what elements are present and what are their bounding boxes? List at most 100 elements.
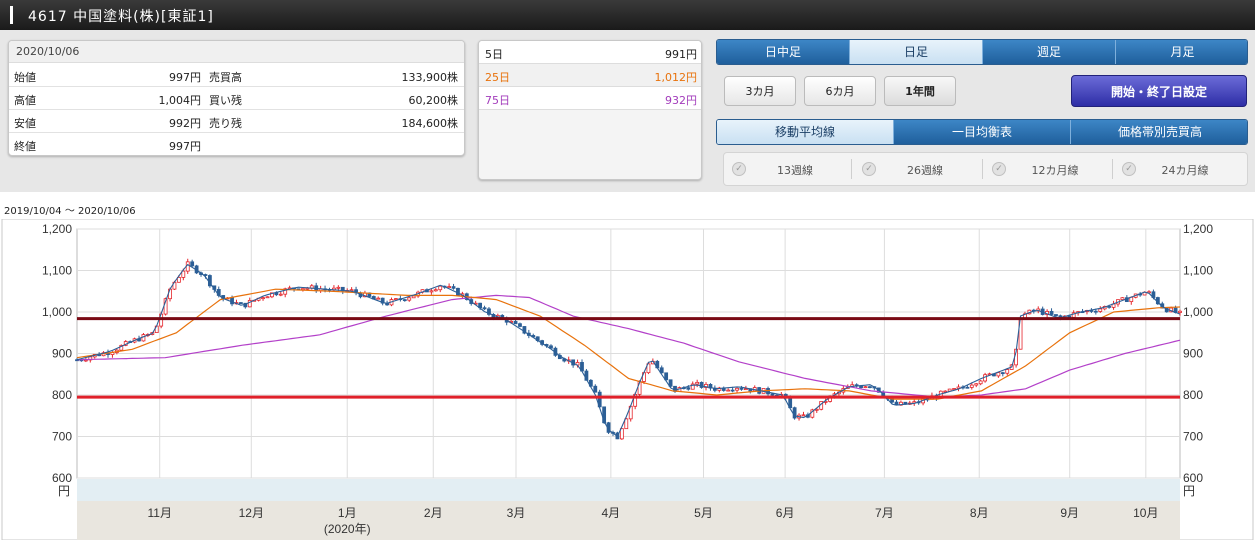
candle-body (433, 289, 438, 292)
candle-body (863, 386, 868, 389)
candle-body (487, 308, 491, 315)
period-6m-button[interactable]: 6カ月 (804, 76, 876, 106)
quote-label: 売り残 (209, 117, 242, 130)
divider (851, 159, 852, 179)
x-tick-label: 10月 (1133, 506, 1158, 520)
candle-body (730, 389, 735, 392)
x-axis-band (77, 479, 1180, 501)
y-tick-label-left: 1,100 (42, 264, 72, 278)
candle-body (602, 406, 607, 424)
y-axis-labels: 600 600 700 700 800 800 900 900 1,000 1,000 1,100 1… (42, 222, 1213, 498)
chart-grid (76, 228, 1181, 540)
candle-body (411, 295, 416, 299)
candle-body (664, 372, 669, 381)
candle-body (376, 297, 381, 300)
tab-weekly[interactable]: 週足 (983, 40, 1116, 64)
candle-body (429, 290, 434, 293)
x-tick-label: 1月 (338, 506, 357, 520)
candle-body (770, 393, 775, 396)
period-1y-button[interactable]: 1年間 (884, 76, 956, 106)
candle-body (686, 387, 691, 390)
quote-label: 売買高 (209, 71, 242, 84)
title-bar: 4617 中国塗料(株)[東証1] (0, 0, 1255, 30)
year-label: (2020年) (324, 522, 371, 536)
quote-row: 安値 992円 売り残 184,600株 (9, 110, 464, 133)
candle-body (513, 321, 518, 325)
toggle-label: 24カ月線 (1161, 164, 1209, 177)
toggle-26-week[interactable]: ✓ 26週線 (856, 153, 984, 185)
ma-row: 25日 1,012円 (479, 64, 701, 87)
quote-value: 1,004円 (158, 94, 202, 107)
y-tick-label-left: 600 (52, 471, 72, 485)
toggle-12-month[interactable]: ✓ 12カ月線 (986, 153, 1114, 185)
candle-body (1093, 310, 1098, 313)
period-3m-button[interactable]: 3カ月 (724, 76, 796, 106)
candle-body (402, 299, 407, 302)
ma-value: 1,012円 (654, 71, 698, 84)
ma-value: 991円 (665, 48, 697, 61)
candle-body (190, 261, 195, 267)
candle-body (1178, 310, 1182, 313)
ma-label: 5日 (485, 48, 503, 61)
candle-body (1000, 372, 1005, 375)
candle-body (943, 390, 948, 393)
x-tick-label: 2月 (424, 506, 443, 520)
candle-body (270, 292, 274, 298)
candle-body (451, 286, 456, 289)
tab-intraday[interactable]: 日中足 (717, 40, 850, 64)
candle-body (1005, 369, 1010, 374)
divider (982, 159, 983, 179)
quote-value: 184,600株 (401, 117, 459, 130)
y-tick-label-right: 1,000 (1183, 305, 1213, 319)
tab-volume-profile[interactable]: 価格帯別売買高 (1071, 120, 1247, 144)
toggle-24-month[interactable]: ✓ 24カ月線 (1116, 153, 1244, 185)
quote-value: 133,900株 (401, 71, 459, 84)
candle-body (1098, 308, 1103, 312)
title-accent-bar (10, 6, 13, 24)
x-tick-label: 6月 (776, 506, 795, 520)
quote-value: 60,200株 (408, 94, 459, 107)
candle-body (238, 302, 243, 304)
line-toggle-panel: ✓ 13週線 ✓ 26週線 ✓ 12カ月線 ✓ 24カ月線 (723, 152, 1248, 186)
toggle-label: 13週線 (777, 164, 813, 177)
candle-body (278, 293, 283, 296)
tab-monthly[interactable]: 月足 (1116, 40, 1247, 64)
candle-body (336, 286, 341, 289)
ma-row: 75日 932円 (479, 87, 701, 110)
y-tick-label-right: 1,100 (1183, 264, 1213, 278)
ma5-line (76, 263, 1181, 438)
candle-body (380, 297, 385, 304)
tab-ichimoku[interactable]: 一目均衡表 (894, 120, 1071, 144)
horizontal-lines (77, 317, 1180, 399)
tab-moving-average[interactable]: 移動平均線 (717, 120, 894, 144)
moving-average-lines (76, 263, 1181, 438)
x-tick-label: 7月 (875, 506, 894, 520)
candle-body (549, 345, 553, 349)
candle-body (1054, 314, 1058, 317)
toggle-13-week[interactable]: ✓ 13週線 (726, 153, 854, 185)
x-tick-label: 5月 (694, 506, 713, 520)
date-range-button[interactable]: 開始・終了日設定 (1071, 75, 1247, 107)
quote-card: 2020/10/06 始値 997円 売買高 133,900株 高値 1,004… (8, 40, 465, 156)
candle-body (695, 381, 700, 385)
month-band (77, 501, 1180, 540)
candle-body (1120, 297, 1125, 301)
ma-label: 75日 (485, 94, 510, 107)
candle-body (407, 297, 412, 301)
toggle-label: 12カ月線 (1031, 164, 1079, 177)
candle-body (859, 385, 863, 389)
ma-label: 25日 (485, 71, 510, 84)
quote-label: 終値 (14, 140, 36, 153)
candle-body (974, 383, 979, 386)
quote-row: 高値 1,004円 買い残 60,200株 (9, 87, 464, 110)
candle-body (1107, 306, 1112, 308)
tab-daily[interactable]: 日足 (850, 40, 983, 64)
candle-body (1049, 310, 1054, 315)
x-tick-label: 11月 (147, 506, 171, 520)
price-chart: 600 600 700 700 800 800 900 900 1,000 1,000 1,100 1… (1, 219, 1254, 540)
candle-body (699, 381, 704, 388)
y-tick-label-left: 1,200 (42, 222, 72, 236)
quote-date: 2020/10/06 (9, 41, 464, 63)
ma25-line (76, 288, 1181, 400)
moving-average-card: 5日 991円 25日 1,012円 75日 932円 (478, 40, 702, 180)
